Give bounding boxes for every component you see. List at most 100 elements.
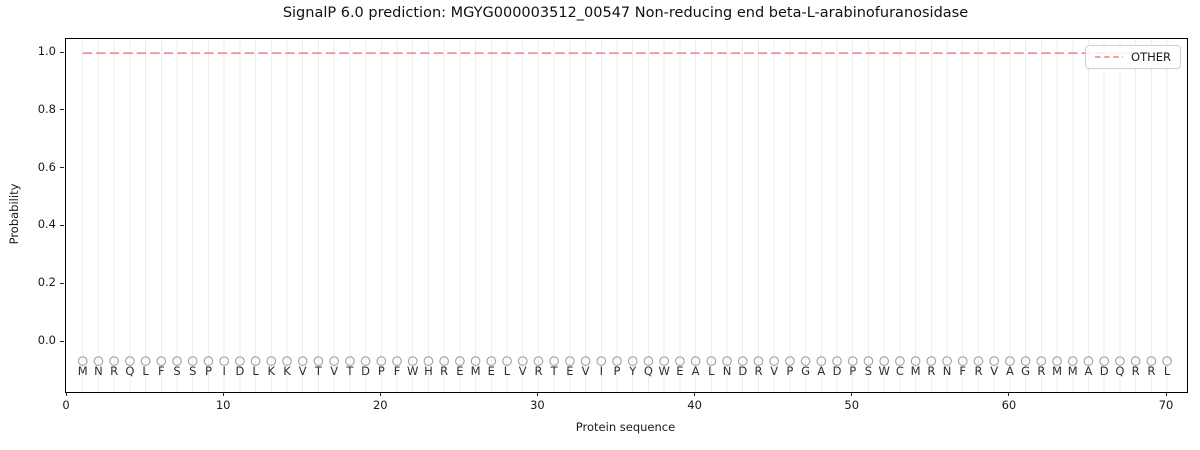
y-tick-mark (60, 282, 64, 284)
residue-marker (345, 356, 355, 366)
y-axis-label: Probability (7, 183, 21, 245)
residue-letter: R (1132, 364, 1140, 378)
residue-letter: A (1006, 364, 1014, 378)
residue-letter: W (658, 364, 669, 378)
residue-letter: L (504, 364, 511, 378)
y-tick-label: 0.2 (37, 275, 56, 290)
residue-marker (879, 356, 890, 366)
residue-marker (627, 356, 638, 366)
residue-letter: P (786, 364, 793, 378)
residue-letter: P (614, 364, 621, 378)
residue-letter: L (1164, 364, 1171, 378)
residue-letter: E (566, 364, 573, 378)
residue-letter: T (314, 364, 323, 378)
x-tick-mark (1008, 392, 1010, 396)
residue-marker (1083, 356, 1094, 366)
y-tick-label: 0.8 (37, 101, 56, 116)
residue-marker (596, 356, 607, 366)
residue-letter: M (1052, 364, 1062, 378)
y-tick-mark (60, 224, 64, 226)
residue-marker (517, 356, 528, 366)
residue-marker (926, 356, 937, 366)
x-tick-label: 40 (687, 398, 702, 412)
x-tick-mark (222, 392, 224, 396)
residue-letter: E (488, 364, 495, 378)
residue-marker (533, 356, 544, 366)
residue-letter: K (283, 364, 291, 378)
residue-letter: D (738, 364, 747, 378)
residue-letter: M (911, 364, 921, 378)
residue-letter: D (1100, 364, 1109, 378)
residue-marker (187, 356, 198, 366)
residue-marker (753, 356, 764, 366)
residue-marker (439, 356, 450, 366)
residue-marker (565, 356, 575, 366)
residue-marker (722, 356, 732, 366)
residue-letter: I (600, 364, 603, 378)
residue-letter: Q (644, 364, 653, 378)
y-tick-label: 0.4 (37, 217, 56, 232)
x-tick-mark (851, 392, 853, 396)
x-axis-label: Protein sequence (575, 420, 676, 434)
residue-letter: M (78, 364, 88, 378)
residue-marker (659, 356, 670, 366)
residue-letter: L (708, 364, 715, 378)
y-tick-label: 0.0 (37, 333, 56, 348)
residue-marker (973, 356, 984, 366)
residue-letter: S (865, 364, 872, 378)
residue-marker (470, 356, 481, 366)
x-tick-mark (536, 392, 538, 396)
residue-marker (407, 356, 418, 366)
residue-letter: E (456, 364, 463, 378)
x-tick-mark (379, 392, 381, 396)
x-tick-mark (694, 392, 696, 396)
y-tick-mark (60, 340, 64, 342)
residue-letter: M (471, 364, 481, 378)
residue-letter: T (550, 364, 559, 378)
residue-marker (266, 356, 277, 366)
residue-marker (1115, 356, 1125, 366)
residue-letter: F (394, 364, 401, 378)
residue-letter: D (235, 364, 244, 378)
residue-marker (250, 356, 261, 366)
residue-letter: S (173, 364, 180, 378)
residue-marker (957, 356, 968, 366)
residue-letter: R (110, 364, 118, 378)
residue-marker (769, 356, 780, 366)
residue-marker (329, 356, 340, 366)
residue-letter: N (723, 364, 732, 378)
residue-marker (77, 356, 88, 366)
x-tick-label: 30 (530, 398, 545, 412)
residue-letter: G (1021, 364, 1030, 378)
residue-marker (737, 356, 748, 366)
x-tick-label: 50 (844, 398, 860, 412)
legend-label: OTHER (1131, 50, 1171, 64)
residue-marker (235, 356, 245, 366)
x-tick-label: 70 (1158, 398, 1174, 412)
residue-letter: G (801, 364, 810, 378)
residue-marker (313, 356, 324, 366)
residue-marker (93, 356, 104, 366)
residue-letter: N (94, 364, 103, 378)
residue-letter: I (222, 364, 225, 378)
residue-letter: M (1068, 364, 1078, 378)
residue-letter: A (1085, 364, 1093, 378)
y-tick-mark (60, 51, 64, 53)
residue-marker (360, 356, 371, 366)
residue-marker (549, 356, 560, 366)
residue-marker (1162, 356, 1172, 366)
residue-marker (863, 356, 874, 366)
residue-marker (203, 356, 214, 366)
residue-letter: S (189, 364, 196, 378)
residue-letter: P (378, 364, 385, 378)
y-tick-mark (60, 167, 64, 169)
residue-letter: V (582, 364, 590, 378)
legend: OTHER (1085, 45, 1181, 69)
residue-letter: A (817, 364, 825, 378)
residue-marker (1020, 356, 1031, 366)
residue-marker (140, 356, 151, 366)
residue-letter: C (896, 364, 904, 378)
